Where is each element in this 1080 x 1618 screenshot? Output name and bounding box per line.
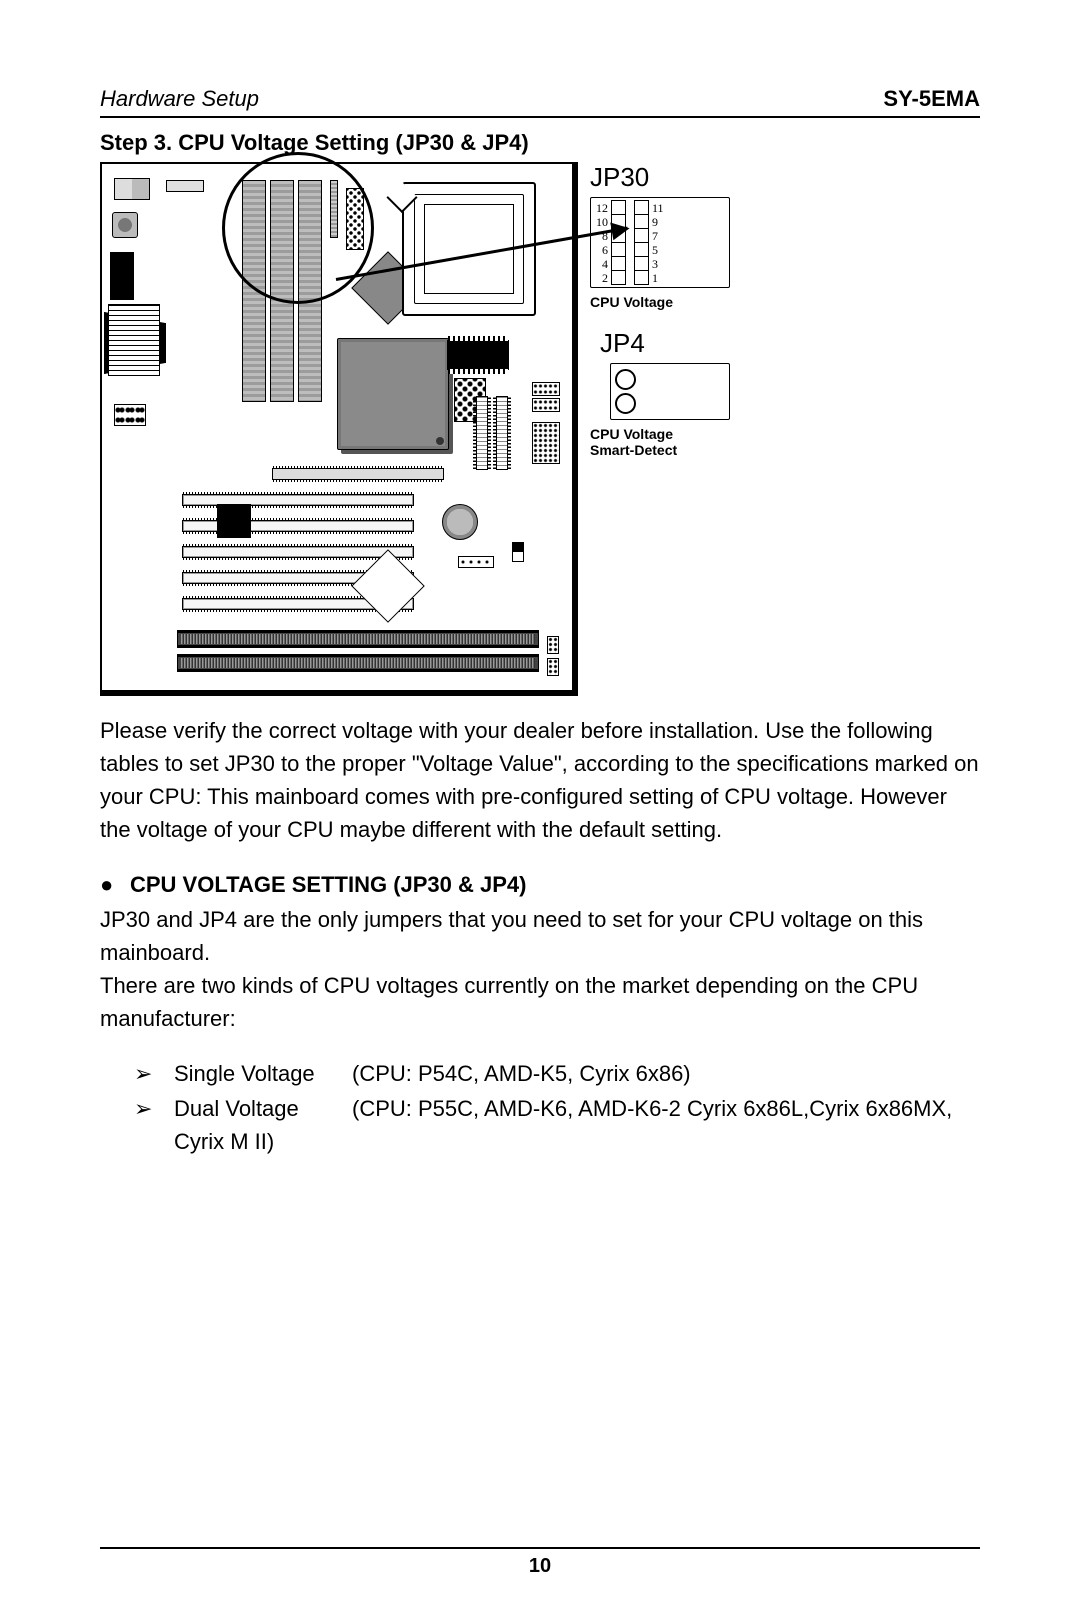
list-item: ➢Single Voltage(CPU: P54C, AMD-K5, Cyrix… [134,1057,980,1090]
list-item: ➢Dual Voltage(CPU: P55C, AMD-K6, AMD-K6-… [134,1092,980,1158]
step-title: Step 3. CPU Voltage Setting (JP30 & JP4) [100,130,980,156]
jp4-caption-1: CPU Voltage [590,426,730,442]
jumper-labels: JP30 121110987654321 CPU Voltage JP4 CPU… [590,162,730,458]
jp4-caption-2: Smart-Detect [590,442,730,458]
jumper-hdr-1 [547,636,559,654]
header-4pin [458,556,494,568]
io-chip [217,504,251,538]
io-block [108,304,160,376]
ide-header-1 [476,396,488,470]
pin-header [114,404,146,426]
jp4-pin-2 [615,393,636,414]
jumper-hdr-2 [547,658,559,676]
page-number: 10 [100,1547,980,1578]
header-right: SY-5EMA [883,86,980,112]
bullet-heading: ● CPU VOLTAGE SETTING (JP30 & JP4) [100,868,980,901]
bullet-marker-icon: ● [100,868,130,901]
ide-header-2 [496,396,508,470]
jp30-caption: CPU Voltage [590,294,730,310]
voltage-type-list: ➢Single Voltage(CPU: P54C, AMD-K5, Cyrix… [100,1055,980,1160]
header-left: Hardware Setup [100,86,259,112]
paragraph-3: There are two kinds of CPU voltages curr… [100,969,980,1035]
front-panel-header [532,422,560,464]
figure: JP30 121110987654321 CPU Voltage JP4 CPU… [100,162,980,696]
arrow-marker-icon: ➢ [134,1057,174,1090]
keyboard-connector [112,212,138,238]
paragraph-1: Please verify the correct voltage with y… [100,714,980,846]
isa-slot-1 [177,630,539,648]
io-small [166,180,204,192]
ps2-connector [114,178,150,200]
isa-slot-2 [177,654,539,672]
serial-header-2 [532,398,560,412]
motherboard-diagram [100,162,578,696]
jp30-diagram: 121110987654321 [590,197,730,288]
battery [442,504,478,540]
jp30-title: JP30 [590,162,730,193]
list-item-text: Dual Voltage(CPU: P55C, AMD-K6, AMD-K6-2… [174,1092,980,1158]
page-header: Hardware Setup SY-5EMA [100,86,980,118]
clock-chip [447,340,509,370]
serial-header-1 [532,382,560,396]
jp4-title: JP4 [600,328,730,359]
bios-chip [110,252,134,300]
callout-circle [222,152,374,304]
jp4-diagram [610,363,730,420]
jp4-pin-1 [615,369,636,390]
list-item-text: Single Voltage(CPU: P54C, AMD-K5, Cyrix … [174,1057,980,1090]
jumper-sm3 [512,542,524,562]
arrow-marker-icon: ➢ [134,1092,174,1125]
bullet-heading-text: CPU VOLTAGE SETTING (JP30 & JP4) [130,868,980,901]
paragraph-2: JP30 and JP4 are the only jumpers that y… [100,903,980,969]
page: Hardware Setup SY-5EMA Step 3. CPU Volta… [0,0,1080,1618]
chipset [337,338,449,450]
agp-slot [272,468,444,480]
